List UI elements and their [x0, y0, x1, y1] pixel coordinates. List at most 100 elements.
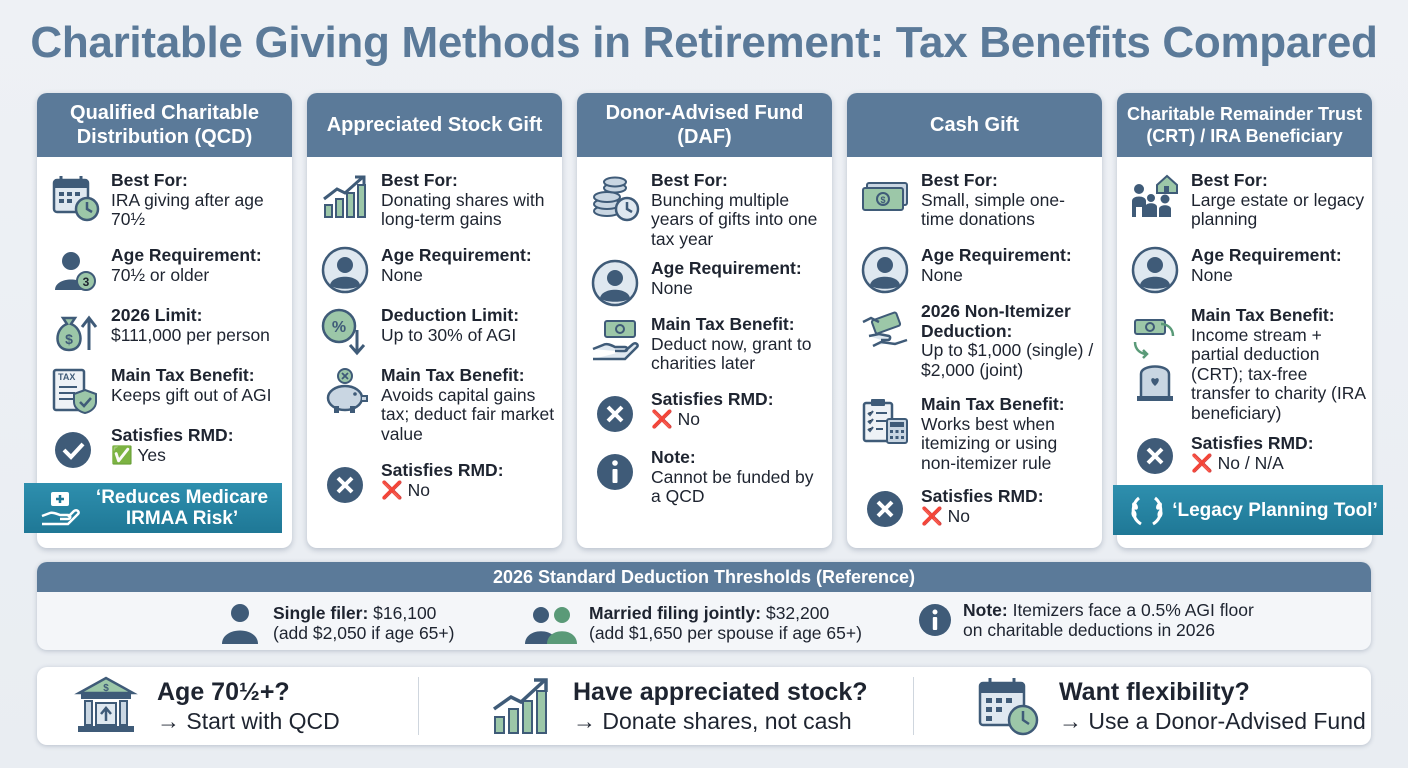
card-qcd: Qualified Charitable Distribution (QCD) …: [37, 93, 292, 548]
label: Age Requirement:: [111, 245, 262, 265]
cross-mark: ❌: [651, 408, 673, 429]
value: Works best when itemizing or using non-i…: [921, 413, 1058, 473]
hand-cash-icon: [589, 315, 641, 367]
x-circle-icon: [589, 390, 641, 442]
label: Deduction Limit:: [381, 305, 520, 325]
sub: (add $2,050 if age 65+): [273, 623, 455, 643]
value: Cannot be funded by a QCD: [651, 466, 814, 506]
hand-giving-cash-icon: [859, 302, 911, 354]
item-2026-limit: $ 2026 Limit: $111,000 per person: [49, 305, 286, 358]
card-header: Charitable Remainder Trust (CRT) / IRA B…: [1117, 93, 1372, 157]
info-icon: [917, 602, 953, 638]
value: Large estate or legacy planning: [1191, 189, 1365, 229]
tip-stock: Have appreciated stock? → Donate shares,…: [489, 673, 868, 739]
item-non-itemizer-deduction: 2026 Non-Itemizer Deduction: Up to $1,000…: [859, 301, 1096, 380]
x-circle-icon: [1129, 434, 1181, 486]
value: $111,000 per person: [111, 324, 270, 345]
reference-single-filer: Single filer: $16,100 (add $2,050 if age …: [217, 600, 454, 646]
person-age-icon: 3: [49, 246, 101, 298]
reference-header: 2026 Standard Deduction Thresholds (Refe…: [37, 562, 1371, 592]
tip-subtitle: → Use a Donor-Advised Fund: [1059, 708, 1366, 734]
person-icon: [217, 600, 263, 646]
reference-note: Note: Itemizers face a 0.5% AGI floor on …: [917, 600, 1254, 640]
value: Yes: [137, 444, 166, 465]
cash-bills-icon: $: [859, 171, 911, 223]
item-main-tax-benefit: Main Tax Benefit: Income stream + partial…: [1129, 305, 1366, 423]
bank-icon: $: [73, 673, 139, 739]
item-satisfies-rmd: Satisfies RMD: ❌ No / N/A: [1129, 433, 1366, 486]
growth-chart-icon: [489, 673, 555, 739]
svg-text:TAX: TAX: [58, 372, 75, 382]
value: No: [947, 505, 971, 526]
value: Donating shares with long-term gains: [381, 189, 545, 229]
label: Age Requirement:: [651, 258, 802, 278]
divider: [913, 677, 914, 735]
money-bag-arrow-icon: $: [49, 306, 101, 358]
label: Age Requirement:: [381, 245, 532, 265]
value: Bunching multiple years of gifts into on…: [651, 189, 818, 249]
item-age-requirement: Age Requirement: None: [859, 245, 1096, 298]
value: Income stream + partial deduction (CRT);…: [1191, 324, 1366, 423]
label: Best For:: [1191, 170, 1268, 190]
svg-text:$: $: [65, 331, 73, 347]
ribbon-text: ‘Legacy Planning Tool’: [1172, 499, 1378, 521]
value: IRA giving after age 70½: [111, 189, 264, 229]
person-icon: [859, 246, 911, 298]
value: Up to $1,000 (single) / $2,000 (joint): [921, 340, 1094, 380]
cross-mark: ❌: [921, 505, 943, 526]
tip-subtitle: → Start with QCD: [157, 708, 340, 734]
item-best-for: Best For: IRA giving after age 70½: [49, 170, 286, 230]
value: No: [677, 408, 701, 429]
value: Keeps gift out of AGI: [111, 384, 272, 405]
svg-text:3: 3: [83, 275, 90, 289]
item-best-for: $ Best For: Small, simple one-time donati…: [859, 170, 1096, 230]
family-house-icon: [1129, 171, 1181, 223]
label: Satisfies RMD:: [1191, 433, 1314, 453]
label: Age Requirement:: [921, 245, 1072, 265]
reference-panel: 2026 Standard Deduction Thresholds (Refe…: [37, 562, 1371, 650]
label: 2026 Limit:: [111, 305, 203, 325]
person-icon: [1129, 246, 1181, 298]
card-header: Donor-Advised Fund (DAF): [577, 93, 832, 157]
ribbon-legacy-planning: ‘Legacy Planning Tool’: [1113, 485, 1383, 535]
item-main-tax-benefit: Main Tax Benefit: Works best when itemizi…: [859, 394, 1096, 473]
divider: [418, 677, 419, 735]
value: Itemizers face a 0.5% AGI floor: [1007, 600, 1254, 620]
value: None: [651, 277, 693, 298]
item-satisfies-rmd: Satisfies RMD: ✅ Yes: [49, 425, 286, 478]
value: $32,200: [761, 603, 830, 623]
value: Up to 30% of AGI: [381, 324, 517, 345]
label: Married filing jointly:: [589, 603, 762, 623]
value: No: [407, 479, 431, 500]
value: Avoids capital gains tax; deduct fair ma…: [381, 384, 555, 444]
card-donor-advised-fund: Donor-Advised Fund (DAF) Best For: Bunchi…: [577, 93, 832, 548]
tip-title: Have appreciated stock?: [573, 678, 868, 706]
item-best-for: Best For: Donating shares with long-term …: [319, 170, 556, 230]
label: Best For:: [651, 170, 728, 190]
item-age-requirement: 3 Age Requirement: 70½ or older: [49, 245, 286, 298]
item-main-tax-benefit: Main Tax Benefit: Deduct now, grant to ch…: [589, 314, 826, 374]
tip-flexibility: Want flexibility? → Use a Donor-Advised …: [975, 673, 1366, 739]
label: Age Requirement:: [1191, 245, 1342, 265]
sub: (add $1,650 per spouse if age 65+): [589, 623, 862, 643]
label: Best For:: [921, 170, 998, 190]
card-header: Cash Gift: [847, 93, 1102, 157]
label: Note:: [963, 600, 1008, 620]
calendar-clock-icon: [49, 171, 101, 223]
laurel-wreath-icon: [1127, 490, 1167, 530]
info-icon: [589, 448, 641, 500]
item-note: Note: Cannot be funded by a QCD: [589, 447, 826, 507]
item-satisfies-rmd: Satisfies RMD: ❌ No: [589, 389, 826, 442]
money-cycle-headstone-icon: [1129, 306, 1181, 406]
label: Satisfies RMD:: [111, 425, 234, 445]
tip-title: Want flexibility?: [1059, 678, 1250, 706]
label: Satisfies RMD:: [381, 460, 504, 480]
item-satisfies-rmd: Satisfies RMD: ❌ No: [859, 486, 1096, 539]
percent-down-icon: %: [319, 306, 371, 358]
tax-document-shield-icon: TAX: [49, 366, 101, 418]
label: 2026 Non-Itemizer Deduction:: [921, 301, 1071, 341]
value: Deduct now, grant to charities later: [651, 333, 812, 373]
label: Satisfies RMD:: [921, 486, 1044, 506]
tip-age: $ Age 70½+? → Start with QCD: [73, 673, 340, 739]
label: Main Tax Benefit:: [651, 314, 795, 334]
